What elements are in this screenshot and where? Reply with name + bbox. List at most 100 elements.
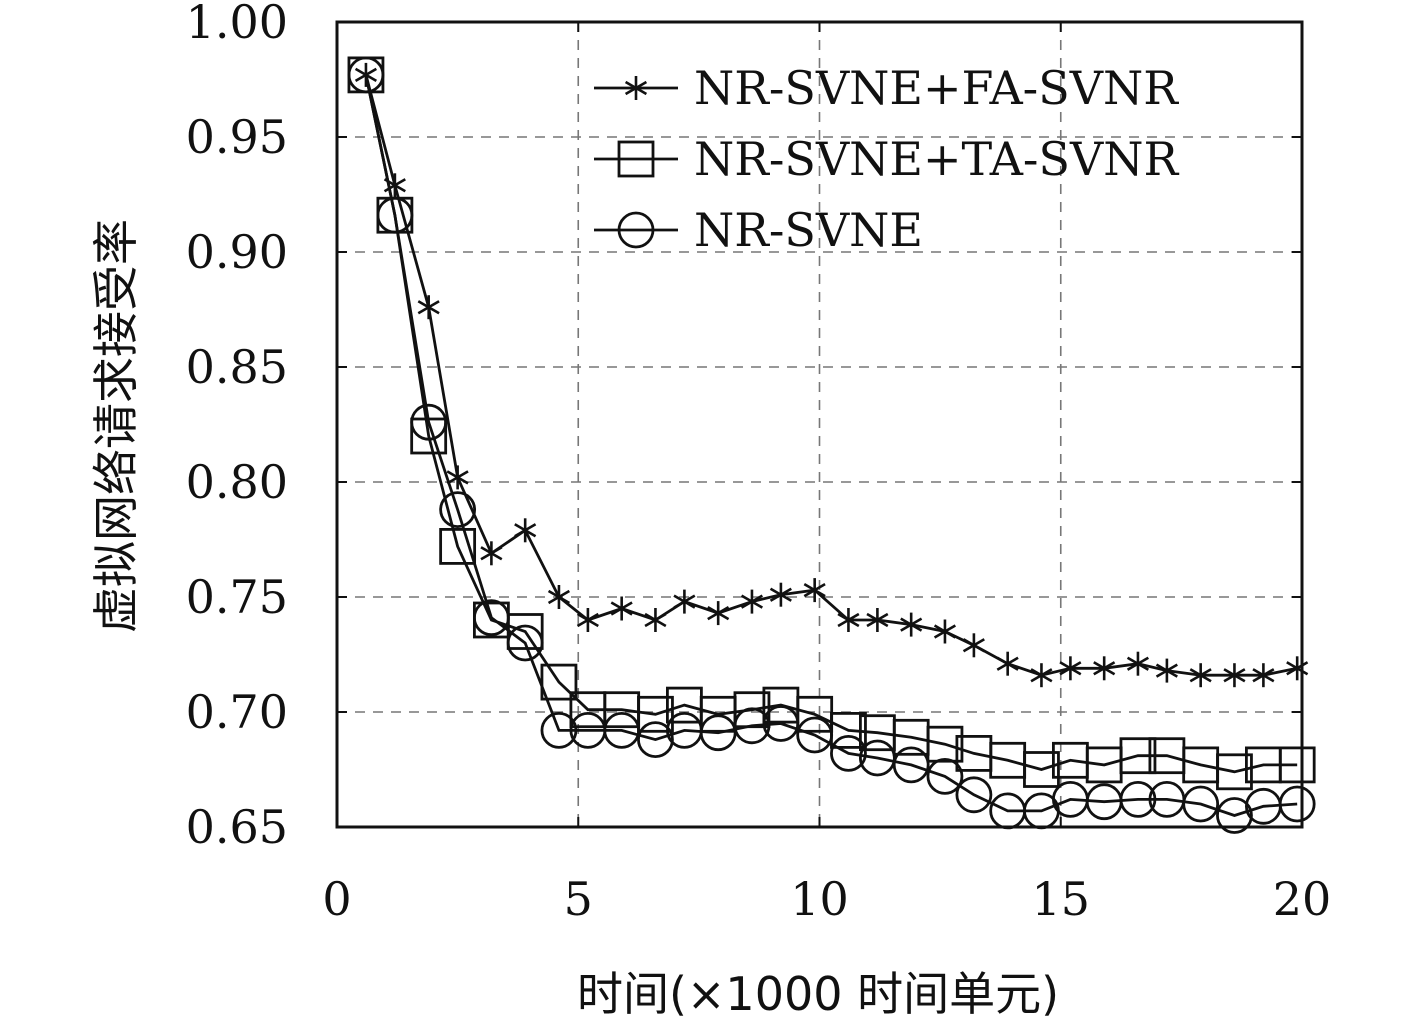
- asterisk-stroke: [383, 178, 406, 193]
- asterisk-marker: [1286, 656, 1309, 681]
- circle-marker: [926, 758, 964, 795]
- square-marker: [1119, 737, 1157, 775]
- square-marker: [1278, 746, 1316, 784]
- series-layer: [347, 56, 1316, 834]
- asterisk-stroke: [740, 594, 763, 609]
- x-tick-label: 0: [322, 872, 351, 926]
- asterisk-stroke: [1286, 661, 1309, 676]
- asterisk-marker: [644, 608, 667, 632]
- asterisk-stroke: [644, 612, 667, 628]
- y-tick-label: 0.65: [186, 800, 288, 854]
- y-tick-label: 1.00: [186, 0, 288, 49]
- circle-marker: [830, 735, 867, 772]
- circle-marker: [762, 705, 800, 742]
- asterisk-stroke: [996, 656, 1019, 671]
- asterisk-stroke: [1059, 661, 1082, 676]
- circle-marker: [892, 746, 930, 784]
- circle-marker: [1278, 785, 1316, 823]
- circle-marker: [1119, 781, 1157, 818]
- series-square: [347, 56, 1316, 791]
- circle-marker: [439, 491, 477, 529]
- series-circle: [347, 56, 1316, 834]
- circle-marker: [1182, 785, 1220, 823]
- asterisk-marker: [933, 619, 956, 644]
- legend: NR-SVNE+FA-SVNR NR-SVNE+TA-SVNR NR-SVNE: [594, 61, 1179, 257]
- asterisk-marker: [740, 589, 763, 614]
- asterisk-marker: [769, 582, 792, 607]
- asterisk-marker: [576, 608, 599, 632]
- asterisk-stroke: [1126, 656, 1149, 671]
- circle-marker: [376, 196, 414, 234]
- square-marker: [926, 725, 964, 763]
- asterisk-stroke: [707, 605, 730, 621]
- square-marker: [540, 663, 578, 701]
- asterisk-stroke: [962, 638, 985, 653]
- circle-marker: [796, 716, 834, 754]
- legend-label: NR-SVNE+TA-SVNR: [694, 132, 1179, 186]
- x-tick-label: 20: [1273, 872, 1332, 926]
- asterisk-stroke: [1223, 668, 1246, 683]
- y-tick-label: 0.85: [186, 340, 288, 394]
- square-marker: [439, 528, 477, 565]
- asterisk-marker: [514, 518, 537, 543]
- asterisk-marker: [996, 651, 1019, 676]
- circle-marker: [1216, 797, 1253, 834]
- asterisk-stroke: [576, 612, 599, 628]
- asterisk-stroke: [803, 582, 826, 598]
- asterisk-marker: [1030, 663, 1053, 688]
- asterisk-marker: [866, 608, 889, 632]
- asterisk-marker: [1093, 656, 1116, 681]
- asterisk-stroke: [933, 624, 956, 639]
- y-tick-label: 0.75: [186, 570, 288, 624]
- asterisk-marker: [610, 596, 633, 621]
- asterisk-marker: [446, 465, 469, 490]
- asterisk-marker: [1059, 656, 1082, 681]
- circle-marker: [603, 712, 641, 749]
- circle-marker: [506, 624, 544, 662]
- asterisk-stroke: [769, 587, 792, 602]
- asterisk-marker: [1223, 663, 1246, 688]
- square-marker: [617, 140, 655, 178]
- circle-marker: [472, 599, 510, 637]
- asterisk-stroke: [1030, 668, 1053, 683]
- asterisk-marker: [417, 295, 440, 320]
- asterisk-stroke: [866, 612, 889, 628]
- circle-marker: [617, 211, 655, 249]
- asterisk-marker: [480, 541, 503, 566]
- asterisk-marker: [1126, 651, 1149, 676]
- asterisk-marker: [1155, 658, 1178, 683]
- circle-marker: [955, 776, 993, 814]
- y-tick-label: 0.90: [186, 225, 288, 279]
- asterisk-stroke: [610, 601, 633, 616]
- asterisk-stroke: [1093, 661, 1116, 676]
- y-tick-label: 0.95: [186, 110, 288, 164]
- circle-marker: [540, 712, 578, 749]
- legend-entry: NR-SVNE+FA-SVNR: [594, 61, 1179, 115]
- series-line: [364, 74, 1298, 817]
- series-asterisk: [354, 62, 1309, 688]
- x-tick-label: 10: [790, 872, 849, 926]
- circle-marker: [347, 56, 385, 94]
- legend-entry: NR-SVNE+TA-SVNR: [594, 132, 1179, 186]
- circle-marker: [733, 707, 771, 745]
- asterisk-stroke: [624, 80, 648, 96]
- legend-entry: NR-SVNE: [594, 203, 923, 257]
- asterisk-stroke: [900, 617, 923, 632]
- asterisk-stroke: [446, 470, 469, 485]
- asterisk-stroke: [673, 594, 696, 609]
- y-tick-label: 0.70: [186, 685, 288, 739]
- asterisk-stroke: [480, 546, 503, 561]
- x-tick-label: 15: [1031, 872, 1090, 926]
- asterisk-stroke: [1155, 663, 1178, 678]
- asterisk-marker: [1189, 663, 1212, 688]
- square-marker: [637, 695, 674, 733]
- asterisk-stroke: [1252, 668, 1275, 683]
- legend-label: NR-SVNE: [694, 203, 923, 257]
- asterisk-stroke: [837, 612, 860, 628]
- asterisk-marker: [707, 601, 730, 626]
- circle-marker: [410, 403, 448, 441]
- circle-marker: [637, 721, 674, 758]
- legend-label: NR-SVNE+FA-SVNR: [694, 61, 1179, 115]
- asterisk-stroke: [1189, 668, 1212, 683]
